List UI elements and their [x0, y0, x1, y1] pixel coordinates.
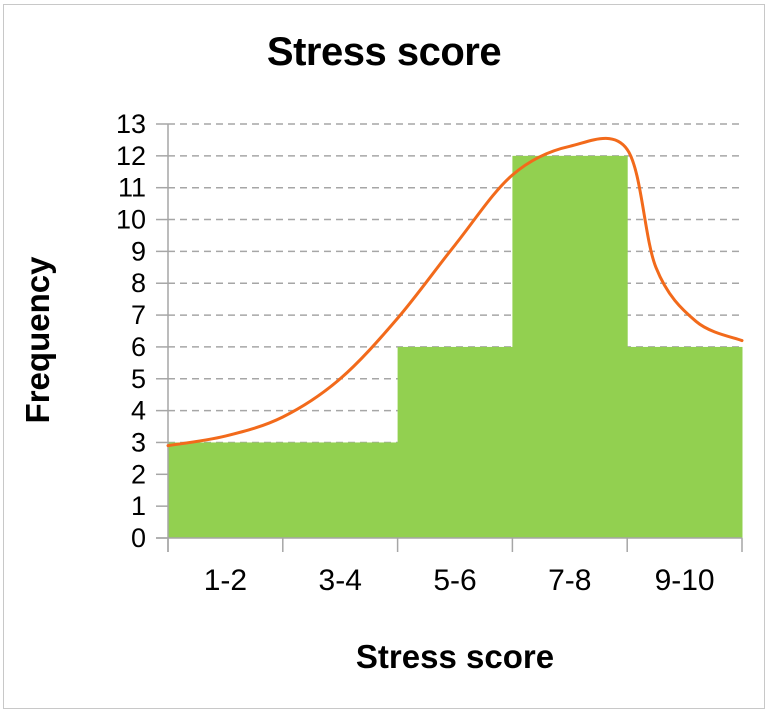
histogram-bar	[397, 346, 513, 538]
y-tick-label: 1	[131, 491, 146, 521]
y-tick-label: 7	[131, 300, 146, 330]
histogram-bar	[168, 442, 284, 538]
y-tick-label: 4	[131, 396, 146, 426]
histogram-bar	[627, 346, 743, 538]
y-tick-label: 3	[131, 427, 146, 457]
x-tick-label: 5-6	[433, 564, 476, 597]
y-tick-label: 11	[118, 173, 146, 203]
y-tick-label: 5	[131, 364, 146, 394]
x-tick-label: 1-2	[204, 564, 247, 597]
histogram-bar	[282, 442, 399, 538]
y-tick-label: 2	[131, 459, 146, 489]
y-tick-label: 12	[116, 141, 146, 171]
y-tick-label: 8	[131, 268, 146, 298]
x-axis-label: Stress score	[355, 638, 555, 675]
histogram-bar	[512, 155, 628, 538]
x-tick-label: 7-8	[548, 564, 591, 597]
y-tick-label: 13	[116, 109, 146, 139]
y-tick-label: 10	[116, 205, 146, 235]
chart-title: Stress score	[266, 30, 502, 74]
y-tick-label: 0	[131, 523, 146, 553]
x-tick-label: 3-4	[319, 564, 362, 597]
x-tick-label: 9-10	[655, 564, 715, 597]
y-tick-label: 6	[131, 332, 146, 362]
distribution-curve	[166, 136, 744, 448]
y-tick-label: 9	[131, 236, 146, 266]
